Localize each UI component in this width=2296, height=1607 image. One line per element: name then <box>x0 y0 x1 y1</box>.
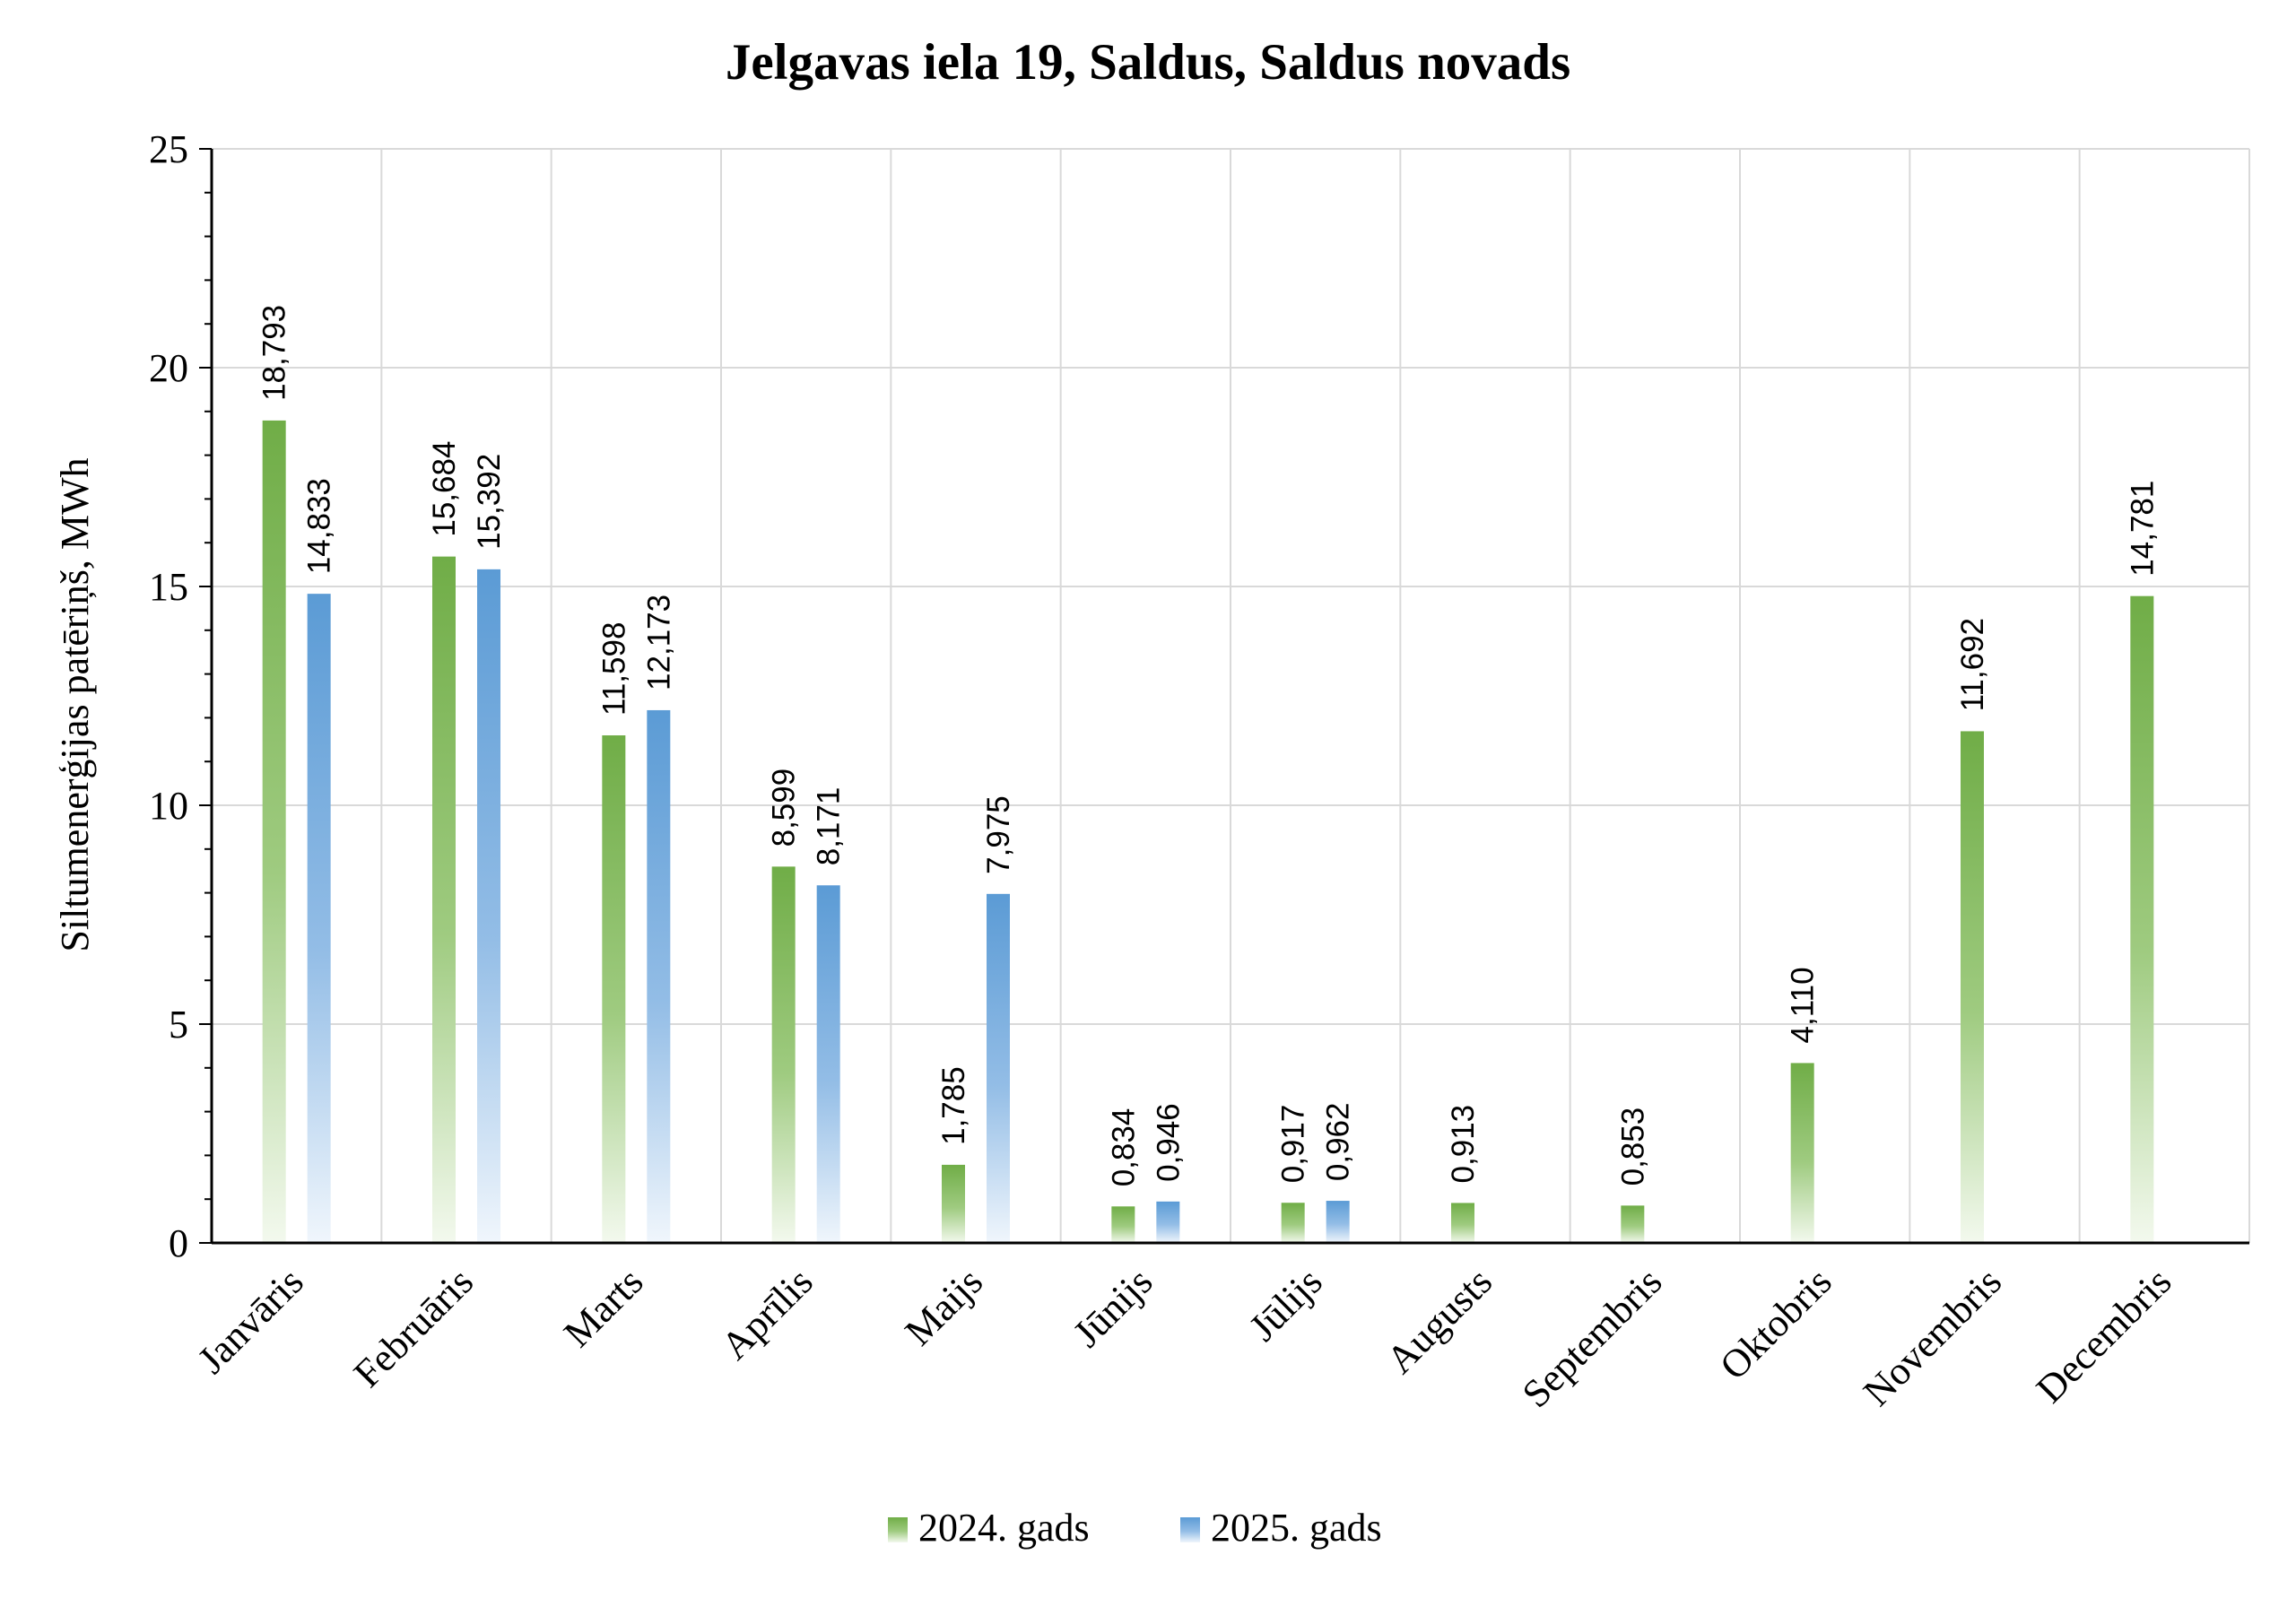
bar-2024-10 <box>1961 731 1984 1243</box>
data-label: 7,975 <box>981 795 1016 874</box>
x-category-label: Jūlijs <box>1240 1259 1330 1349</box>
data-label: 8,171 <box>812 787 847 866</box>
data-label: 14,781 <box>2125 481 2160 577</box>
chart-title: Jelgavas iela 19, Saldus, Saldus novads <box>726 34 1570 91</box>
data-label: 15,684 <box>427 441 462 537</box>
x-category-label: Septembris <box>1514 1259 1671 1416</box>
bar-2025-4 <box>987 893 1010 1243</box>
x-category-label: Novembris <box>1855 1259 2010 1414</box>
legend-label-2024: 2024. gads <box>918 1506 1090 1550</box>
legend-swatch-2025 <box>1180 1517 1200 1542</box>
data-label: 15,392 <box>472 454 507 550</box>
data-label: 0,834 <box>1106 1108 1141 1187</box>
data-label: 11,692 <box>1955 618 1990 711</box>
data-label: 0,853 <box>1615 1108 1650 1186</box>
bar-2024-11 <box>2130 595 2154 1243</box>
bar-2025-1 <box>477 569 500 1243</box>
bar-2024-4 <box>942 1164 965 1243</box>
data-label: 4,110 <box>1786 967 1821 1043</box>
data-labels: 18,793 15,684 11,598 8,599 1,785 0,834 0,917 0,… <box>257 305 2161 1186</box>
x-category-label: Decembris <box>2028 1259 2179 1411</box>
axes: 0 5 10 15 20 25 Janvāris Februāris Marts Aprīlis M… <box>149 127 2249 1416</box>
x-category-label: Jūnijs <box>1065 1259 1161 1355</box>
x-category-label: Maijs <box>897 1259 992 1354</box>
data-label: 0,946 <box>1151 1103 1186 1182</box>
data-label: 0,962 <box>1321 1102 1356 1181</box>
bar-2024-3 <box>771 866 796 1243</box>
bars <box>262 420 2154 1243</box>
bar-2024-9 <box>1790 1063 1814 1243</box>
data-label: 18,793 <box>257 305 292 401</box>
legend-swatch-2024 <box>888 1517 908 1542</box>
bar-2025-6 <box>1326 1201 1350 1243</box>
y-tick-label: 0 <box>169 1221 188 1265</box>
bar-2024-5 <box>1111 1206 1135 1243</box>
bar-2024-8 <box>1621 1205 1645 1243</box>
data-label: 1,785 <box>936 1066 971 1145</box>
bar-2024-6 <box>1281 1203 1305 1243</box>
x-category-label: Augusts <box>1378 1259 1500 1382</box>
data-label: 8,599 <box>767 769 802 847</box>
y-tick-label: 10 <box>149 784 188 828</box>
bar-2025-5 <box>1156 1201 1180 1243</box>
y-tick-label: 25 <box>149 127 188 171</box>
legend-label-2025: 2025. gads <box>1211 1506 1382 1550</box>
data-label: 14,833 <box>302 478 337 574</box>
gridlines <box>212 148 2250 1243</box>
x-category-label: Marts <box>555 1259 651 1355</box>
legend: 2024. gads 2025. gads <box>888 1506 1382 1550</box>
bar-2024-2 <box>602 735 626 1243</box>
y-axis-title: Siltumenerģijas patēriņš, MWh <box>53 457 97 951</box>
x-category-label: Aprīlis <box>713 1259 822 1368</box>
bar-2025-2 <box>647 709 671 1243</box>
y-tick-label: 5 <box>169 1003 188 1047</box>
y-tick-label: 15 <box>149 565 188 609</box>
bar-2024-0 <box>262 420 286 1243</box>
x-category-label: Janvāris <box>189 1259 312 1382</box>
bar-2024-7 <box>1451 1203 1474 1243</box>
y-tick-label: 20 <box>149 346 188 390</box>
x-category-label: Februāris <box>345 1259 482 1395</box>
bar-2025-0 <box>307 594 331 1243</box>
bar-2025-3 <box>816 885 840 1243</box>
data-label: 0,917 <box>1276 1105 1311 1184</box>
data-label: 11,598 <box>596 622 631 716</box>
data-label: 0,913 <box>1446 1105 1481 1184</box>
x-category-label: Oktobris <box>1711 1259 1840 1388</box>
data-label: 12,173 <box>641 595 676 691</box>
bar-2024-1 <box>432 556 456 1243</box>
